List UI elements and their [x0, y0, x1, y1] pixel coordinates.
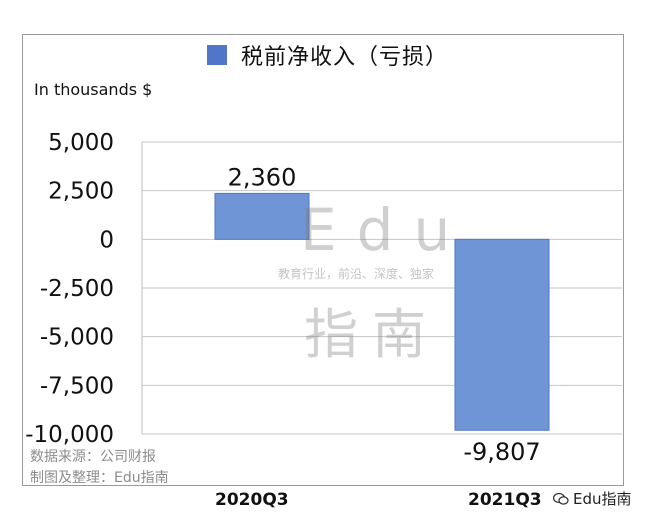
chart-frame	[22, 34, 624, 486]
watermark-edu: Edu	[300, 196, 471, 264]
y-tick-label: -2,500	[40, 276, 114, 302]
data-label: 2,360	[228, 163, 297, 191]
legend-label: 税前净收入（亏损）	[241, 45, 449, 70]
bar	[214, 192, 310, 240]
y-tick-label: 2,500	[48, 179, 114, 205]
y-tick-label: -10,000	[25, 422, 114, 448]
y-tick-label: 5,000	[48, 130, 114, 156]
bar	[454, 238, 550, 431]
y-tick-label: -7,500	[40, 373, 114, 399]
source-line: 数据来源：公司财报	[30, 449, 156, 465]
watermark-zhinan: 指南	[304, 303, 440, 366]
unit-label: In thousands $	[34, 80, 153, 99]
credit-line: 制图及整理：Edu指南	[30, 470, 169, 486]
data-label: -9,807	[463, 438, 540, 466]
brand-text: Edu指南	[573, 490, 632, 508]
wechat-icon	[553, 492, 569, 505]
y-tick-label: 0	[99, 227, 114, 253]
legend-swatch	[207, 45, 227, 65]
x-label-2021q3: 2021Q3	[468, 490, 542, 510]
watermark-tagline: 教育行业，前沿、深度、独家	[278, 267, 435, 281]
brand-badge: Edu指南	[553, 488, 632, 509]
legend: 税前净收入（亏损）	[207, 40, 448, 70]
y-tick-label: -5,000	[40, 325, 114, 351]
x-label-2020q3: 2020Q3	[215, 490, 289, 510]
